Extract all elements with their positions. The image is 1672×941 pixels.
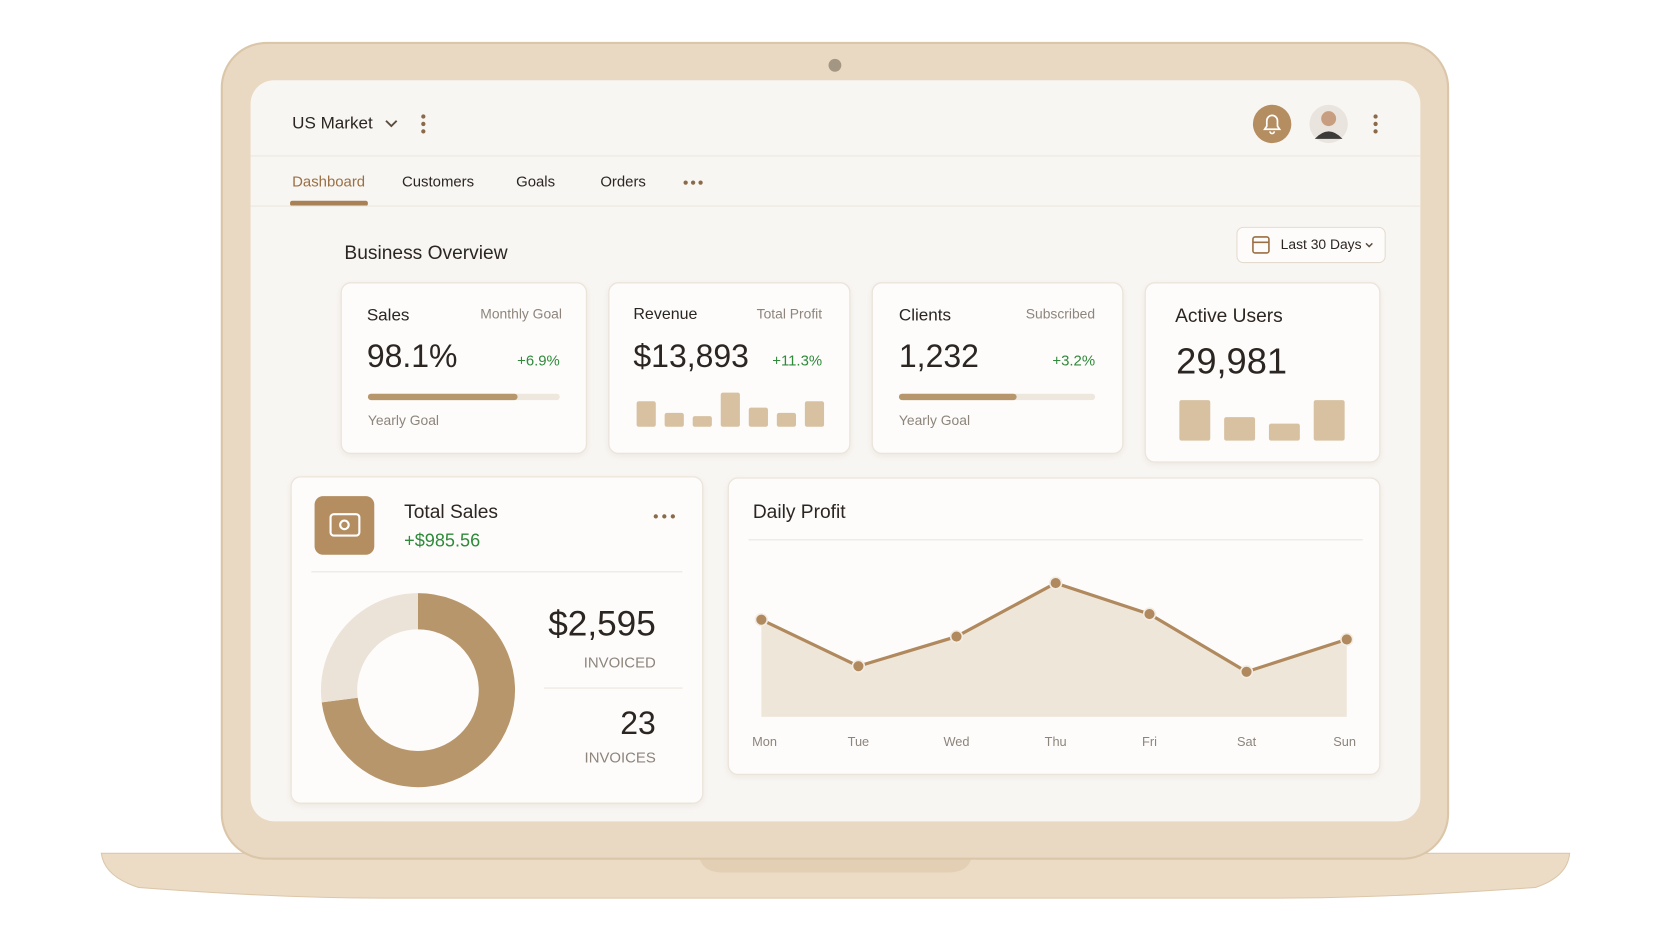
card-note: Total Profit (757, 305, 823, 321)
donut-segment (321, 593, 419, 703)
bell-icon (1263, 114, 1282, 135)
card-title: Clients (899, 305, 951, 324)
sales-icon-coin (339, 519, 350, 531)
invoice-count-label: INVOICES (585, 749, 656, 766)
laptop-base (100, 852, 1571, 899)
tabs-more[interactable] (683, 180, 703, 185)
tab[interactable]: Orders (600, 174, 646, 191)
progress-fill (898, 393, 1017, 401)
avatar-body (1314, 131, 1343, 139)
x-tick-label: Tue (848, 734, 870, 749)
card-change: +11.3% (772, 353, 822, 370)
profit-point (949, 629, 964, 644)
profit-point (754, 613, 769, 627)
profit-point (1239, 665, 1254, 679)
donut-segment (321, 593, 516, 788)
card-change: +3.2% (1052, 353, 1095, 370)
card-note: Monthly Goal (480, 305, 562, 321)
card-menu[interactable] (653, 514, 675, 519)
user-menu[interactable] (1373, 114, 1378, 134)
market-selector[interactable]: US Market (292, 113, 373, 132)
x-tick-label: Sat (1237, 734, 1257, 749)
card-note: Subscribed (1026, 305, 1095, 321)
header-menu[interactable] (421, 114, 426, 134)
section-title: Business Overview (344, 243, 507, 264)
mini-bar (804, 401, 825, 427)
card-value: 29,981 (1176, 340, 1287, 381)
card-footer: Yearly Goal (899, 412, 970, 428)
notifications-button[interactable] (1252, 104, 1292, 144)
profit-area (761, 583, 1347, 717)
date-range-chevron (1365, 242, 1373, 248)
card-value: 98.1% (367, 338, 458, 374)
x-tick-label: Thu (1045, 734, 1067, 749)
mini-bar (1313, 400, 1345, 441)
mini-bar (720, 392, 740, 427)
tab[interactable]: Customers (402, 174, 474, 191)
invoice-count: 23 (620, 705, 656, 741)
card-value: 1,232 (899, 338, 979, 374)
mini-bar (1179, 400, 1211, 441)
card-value: $13,893 (633, 338, 749, 374)
card-title: Revenue (633, 306, 697, 323)
mini-bar (664, 412, 684, 427)
profit-point (851, 659, 866, 673)
x-tick-label: Fri (1142, 734, 1157, 749)
revenue-card (608, 282, 851, 455)
dropdown-chevron[interactable] (385, 120, 398, 128)
x-tick-label: Sun (1333, 734, 1356, 749)
x-tick-label: Wed (943, 734, 969, 749)
camera (828, 58, 842, 72)
card-change: +6.9% (517, 353, 560, 370)
card-change: +$985.56 (404, 531, 480, 551)
mini-bar (1268, 423, 1300, 441)
calendar-icon (1252, 236, 1270, 254)
sales-icon (329, 513, 361, 537)
tab[interactable]: Goals (516, 174, 555, 191)
date-range-label[interactable]: Last 30 Days (1281, 236, 1362, 252)
tab-underline (290, 200, 368, 207)
progress-fill (367, 393, 518, 401)
card-title: Total Sales (404, 502, 498, 523)
profit-point (1340, 632, 1354, 647)
mini-bar (1224, 417, 1256, 441)
invoiced-label: INVOICED (584, 654, 656, 671)
profit-point (1048, 576, 1063, 590)
mini-bar (692, 416, 712, 427)
card-title: Active Users (1175, 306, 1283, 327)
clients-card (871, 282, 1124, 455)
sales-icon-tile (314, 496, 375, 555)
x-tick-label: Mon (752, 734, 777, 749)
avatar-face (1321, 111, 1337, 127)
sales-card (340, 282, 588, 455)
mini-bar (776, 412, 797, 427)
invoiced-amount: $2,595 (548, 604, 656, 643)
tab-active[interactable]: Dashboard (292, 174, 365, 191)
mini-bar (748, 407, 768, 427)
date-range-button[interactable] (1236, 226, 1386, 264)
card-footer: Yearly Goal (368, 412, 439, 428)
card-title: Sales (367, 305, 410, 324)
card-title: Daily Profit (753, 502, 846, 523)
mini-bar (636, 401, 656, 427)
profit-point (1142, 607, 1157, 621)
